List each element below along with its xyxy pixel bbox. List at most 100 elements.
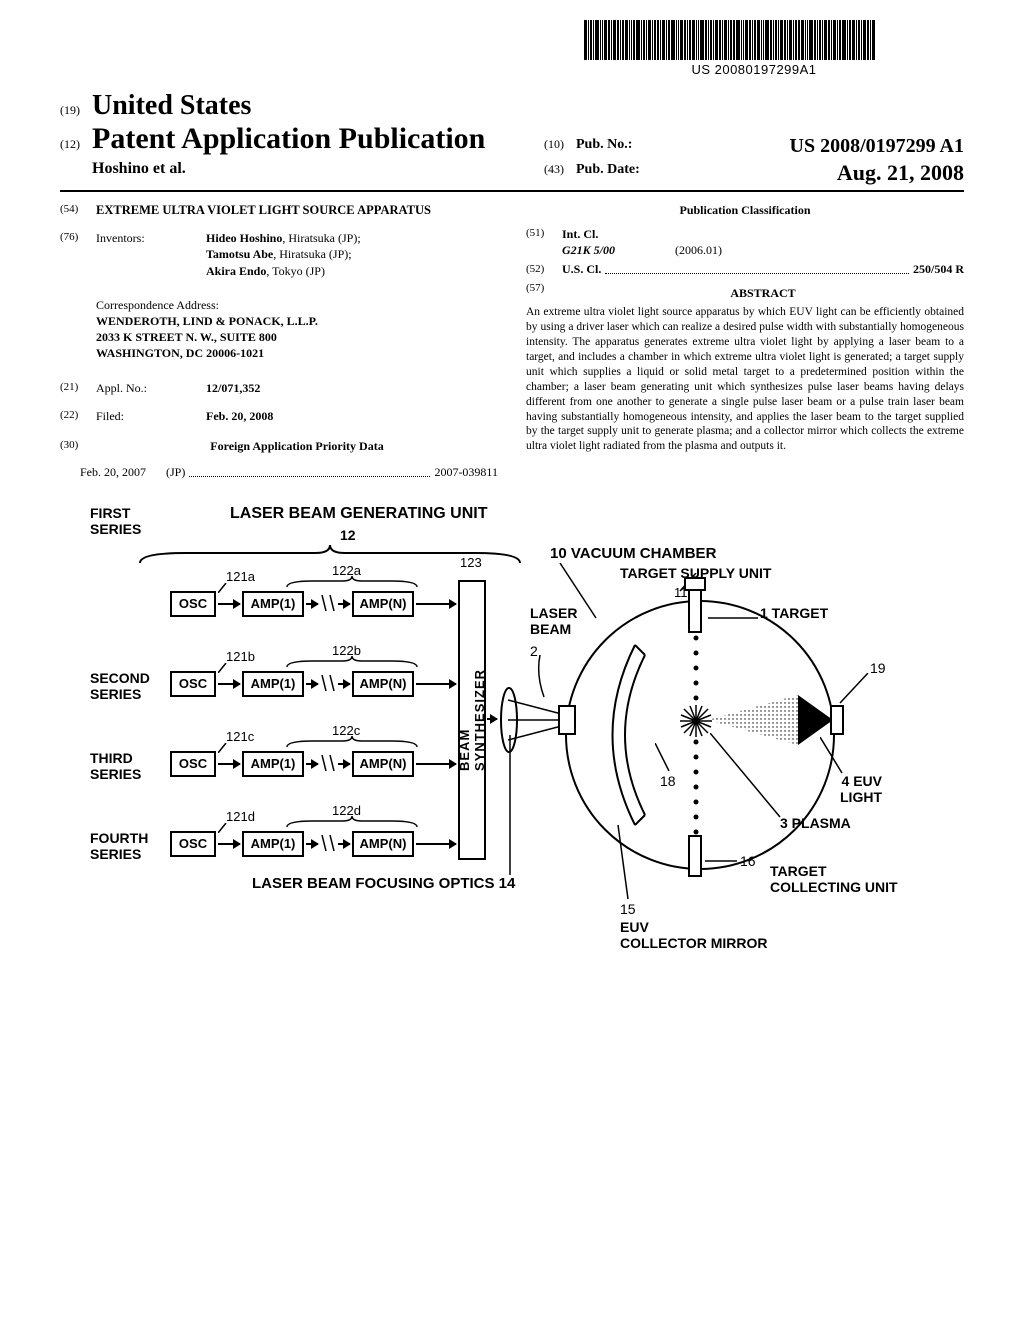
brace-122b bbox=[282, 655, 422, 669]
code-10: (10) bbox=[544, 137, 572, 152]
code-30: (30) bbox=[60, 438, 96, 454]
window-icon bbox=[558, 705, 576, 735]
priority-label: Foreign Application Priority Data bbox=[96, 438, 498, 454]
code-76: (76) bbox=[60, 230, 96, 279]
barcode-region: US 20080197299A1 bbox=[584, 20, 924, 77]
num-16: 16 bbox=[740, 853, 756, 869]
code-57: (57) bbox=[526, 281, 562, 305]
lead-14 bbox=[508, 735, 520, 880]
lead-16 bbox=[705, 853, 740, 865]
amp1-2: AMP(1) bbox=[242, 751, 304, 777]
arrow bbox=[306, 763, 318, 765]
osc-2: OSC bbox=[170, 751, 216, 777]
filed-label: Filed: bbox=[96, 408, 206, 424]
left-column: (54) EXTREME ULTRA VIOLET LIGHT SOURCE A… bbox=[60, 202, 498, 480]
arrow bbox=[338, 603, 350, 605]
code-12: (12) bbox=[60, 137, 92, 152]
amp1-3: AMP(1) bbox=[242, 831, 304, 857]
arrow bbox=[338, 843, 350, 845]
target-tube-bot bbox=[688, 835, 702, 877]
code-22: (22) bbox=[60, 408, 96, 424]
barcode bbox=[584, 20, 924, 60]
doc-type: Patent Application Publication bbox=[92, 122, 485, 156]
ampn-2: AMP(N) bbox=[352, 751, 414, 777]
osc-3: OSC bbox=[170, 831, 216, 857]
arrow bbox=[416, 763, 456, 765]
target-1: 1 TARGET bbox=[760, 605, 828, 621]
priority-date: Feb. 20, 2007 bbox=[80, 464, 146, 480]
abstract-text: An extreme ultra violet light source app… bbox=[526, 305, 964, 454]
break-2 bbox=[320, 755, 336, 771]
target-collect: TARGETCOLLECTING UNIT bbox=[770, 863, 898, 895]
uscl-label: U.S. Cl. bbox=[562, 261, 601, 277]
euv-4: 4 EUVLIGHT bbox=[840, 773, 882, 805]
code-43: (43) bbox=[544, 162, 572, 177]
chamber-label: 10 VACUUM CHAMBER bbox=[550, 545, 716, 562]
invention-title: EXTREME ULTRA VIOLET LIGHT SOURCE APPARA… bbox=[96, 202, 431, 218]
arrow bbox=[338, 683, 350, 685]
pub-date: Aug. 21, 2008 bbox=[837, 160, 964, 186]
ref-121c: 121c bbox=[226, 729, 254, 744]
ampn-0: AMP(N) bbox=[352, 591, 414, 617]
ref-123: 123 bbox=[460, 555, 482, 570]
intcl-label: Int. Cl. bbox=[562, 226, 598, 242]
priority-country: (JP) bbox=[166, 464, 185, 480]
pubclass-header: Publication Classification bbox=[526, 202, 964, 218]
amp1-0: AMP(1) bbox=[242, 591, 304, 617]
osc-0: OSC bbox=[170, 591, 216, 617]
lead-18 bbox=[655, 743, 673, 775]
corr-line-1: 2033 K STREET N. W., SUITE 800 bbox=[96, 329, 498, 345]
tick-121a bbox=[218, 583, 228, 593]
uscl-code: 250/504 R bbox=[913, 261, 964, 277]
fig-12: 12 bbox=[340, 527, 356, 543]
arrow bbox=[338, 763, 350, 765]
intcl-code: G21K 5/00 bbox=[562, 242, 615, 258]
brace-122d bbox=[282, 815, 422, 829]
mirror-arcs bbox=[580, 635, 650, 835]
intcl-date: (2006.01) bbox=[675, 242, 722, 258]
droplet-path bbox=[693, 633, 699, 708]
euv-mirror: EUVCOLLECTOR MIRROR bbox=[620, 919, 768, 951]
lead-15 bbox=[616, 825, 630, 903]
arrow bbox=[218, 683, 240, 685]
arrow bbox=[416, 683, 456, 685]
pub-no-label: Pub. No.: bbox=[576, 137, 632, 152]
code-54: (54) bbox=[60, 202, 96, 218]
appl-no: 12/071,352 bbox=[206, 380, 498, 396]
arrow bbox=[306, 843, 318, 845]
arrow bbox=[306, 603, 318, 605]
series-2: THIRDSERIES bbox=[90, 750, 141, 782]
arrow bbox=[218, 763, 240, 765]
header-rule bbox=[60, 190, 964, 192]
country: United States bbox=[92, 90, 251, 122]
appl-label: Appl. No.: bbox=[96, 380, 206, 396]
pub-date-label: Pub. Date: bbox=[576, 162, 640, 177]
corr-line-2: WASHINGTON, DC 20006-1021 bbox=[96, 345, 498, 361]
tick-121c bbox=[218, 743, 228, 753]
tick-121b bbox=[218, 663, 228, 673]
code-51: (51) bbox=[526, 226, 562, 242]
droplet-path-2 bbox=[693, 737, 699, 835]
authors: Hoshino et al. bbox=[92, 160, 186, 178]
lead-3 bbox=[710, 733, 785, 821]
header: (19) United States (12) Patent Applicati… bbox=[60, 90, 964, 192]
ref-121d: 121d bbox=[226, 809, 255, 824]
series-1: SECONDSERIES bbox=[90, 670, 150, 702]
ampn-3: AMP(N) bbox=[352, 831, 414, 857]
dotfill-2 bbox=[605, 264, 909, 274]
brace-122c bbox=[282, 735, 422, 749]
lead-10 bbox=[558, 563, 598, 623]
series-0: FIRSTSERIES bbox=[90, 505, 141, 537]
series-3: FOURTHSERIES bbox=[90, 830, 148, 862]
inventors: Hideo Hoshino, Hiratsuka (JP); Tamotsu A… bbox=[206, 230, 498, 279]
right-column: Publication Classification (51) Int. Cl.… bbox=[526, 202, 964, 480]
arrow bbox=[416, 843, 456, 845]
arrow bbox=[306, 683, 318, 685]
num-15: 15 bbox=[620, 901, 636, 917]
arrow bbox=[218, 843, 240, 845]
priority-no: 2007-039811 bbox=[434, 464, 498, 480]
code-21: (21) bbox=[60, 380, 96, 396]
break-1 bbox=[320, 675, 336, 691]
ampn-1: AMP(N) bbox=[352, 671, 414, 697]
code-19: (19) bbox=[60, 103, 92, 118]
